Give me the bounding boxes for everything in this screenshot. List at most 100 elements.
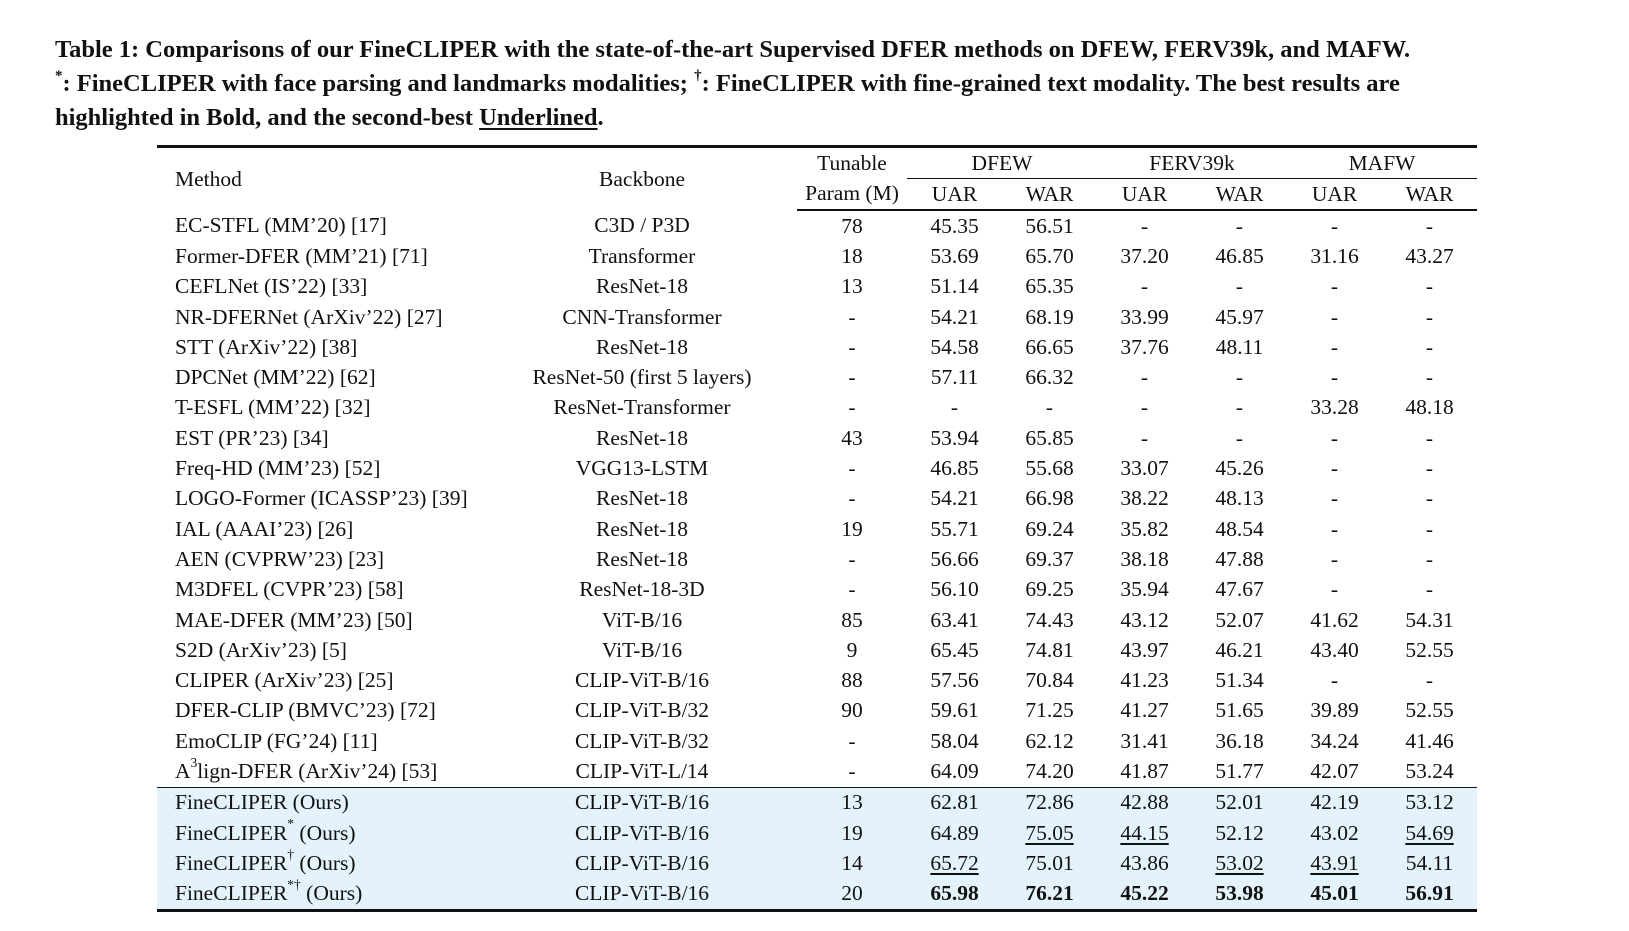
- backbone-cell: ViT-B/16: [601, 637, 683, 662]
- header-param: Param (M): [797, 178, 907, 211]
- table-row: CEFLNet (IS’22) [33] ResNet-18 13 51.14 65.3…: [157, 272, 1477, 302]
- value-cell: 43.86: [1097, 848, 1193, 879]
- caption-line-3b: .: [597, 104, 604, 131]
- header-ferv39k-war: WAR: [1192, 178, 1288, 211]
- value-cell: 54.21: [930, 304, 979, 329]
- value-cell: 57.11: [930, 365, 979, 390]
- value-cell: -: [1140, 274, 1149, 299]
- value-cell: 46.85: [930, 456, 979, 481]
- backbone-cell: ResNet-18: [596, 334, 688, 359]
- value-cell: -: [1330, 577, 1339, 602]
- value-cell: -: [1140, 425, 1149, 450]
- header-mafw-war: WAR: [1382, 178, 1478, 211]
- value-text: 75.01: [1025, 850, 1074, 875]
- value-cell: 42.19: [1287, 786, 1383, 818]
- backbone-cell: CLIP-ViT-L/14: [575, 758, 709, 783]
- method-name: FineCLIPER: [175, 790, 288, 815]
- table-row: EST (PR’23) [34] ResNet-18 43 53.94 65.85 - - -…: [157, 423, 1477, 453]
- param-cell: -: [848, 334, 856, 359]
- method-cell: EC-STFL (MM’20) [17]: [175, 213, 387, 238]
- param-cell: 43: [841, 425, 863, 450]
- value-cell: 69.25: [1025, 577, 1074, 602]
- value-cell: 43.91: [1287, 848, 1383, 879]
- comparison-table-container: Method Backbone Tunable DFEW FERV39k MAF…: [157, 145, 1478, 912]
- value-cell: -: [1235, 395, 1244, 420]
- method-cell: S2D (ArXiv’23) [5]: [175, 637, 347, 662]
- table-row: EmoCLIP (FG’24) [11] CLIP-ViT-B/32 - 58.04 6…: [157, 726, 1477, 756]
- value-cell: 38.22: [1120, 486, 1169, 511]
- value-cell: 35.82: [1120, 516, 1169, 541]
- backbone-cell: C3D / P3D: [594, 213, 690, 238]
- param-cell: 9: [846, 637, 858, 662]
- value-cell: -: [1425, 486, 1434, 511]
- value-cell: 39.89: [1310, 698, 1359, 723]
- value-cell: 46.21: [1215, 637, 1264, 662]
- value-cell: 45.97: [1215, 304, 1264, 329]
- backbone-cell: CLIP-ViT-B/32: [574, 728, 710, 753]
- value-cell: 35.94: [1120, 577, 1169, 602]
- method-mark: *: [287, 816, 295, 832]
- value-cell: -: [1045, 395, 1054, 420]
- value-cell: 57.56: [930, 668, 979, 693]
- value-text: 45.01: [1310, 881, 1359, 906]
- value-text: 56.91: [1405, 881, 1454, 906]
- value-text: 52.12: [1215, 820, 1264, 845]
- value-cell: 53.94: [930, 425, 979, 450]
- value-cell: -: [1235, 425, 1244, 450]
- value-text: 54.11: [1405, 850, 1454, 875]
- table-row: T-ESFL (MM’22) [32] ResNet-Transformer - - -…: [157, 393, 1477, 423]
- param-cell: 88: [841, 668, 863, 693]
- method-name-part: A: [175, 758, 191, 783]
- value-cell: 51.34: [1215, 668, 1264, 693]
- backbone-cell: CLIP-ViT-B/16: [487, 878, 797, 912]
- value-cell: -: [1330, 274, 1339, 299]
- value-cell: -: [1425, 304, 1434, 329]
- method-cell: IAL (AAAI’23) [26]: [175, 516, 354, 541]
- value-cell: -: [1330, 516, 1339, 541]
- value-text: 52.01: [1215, 790, 1264, 815]
- value-cell: 65.35: [1025, 274, 1074, 299]
- value-text: 62.81: [930, 790, 979, 815]
- param-cell: -: [848, 456, 856, 481]
- value-cell: 41.87: [1120, 758, 1169, 783]
- header-ferv39k-uar: UAR: [1097, 178, 1193, 211]
- value-cell: -: [1235, 365, 1244, 390]
- star-mark: *: [55, 67, 63, 84]
- backbone-cell: VGG13-LSTM: [575, 456, 709, 481]
- method-cell: DFER-CLIP (BMVC’23) [72]: [175, 698, 436, 723]
- method-cell: FineCLIPER* (Ours): [157, 816, 487, 849]
- table-body: EC-STFL (MM’20) [17] C3D / P3D 78 45.35 56.5…: [157, 210, 1478, 912]
- value-cell: 74.43: [1025, 607, 1074, 632]
- table-row: LOGO-Former (ICASSP’23) [39] ResNet-18 - 54…: [157, 484, 1477, 514]
- value-text: 54.69: [1405, 820, 1454, 845]
- value-cell: -: [1235, 213, 1244, 238]
- value-text: 64.89: [930, 820, 979, 845]
- value-cell: 33.28: [1310, 395, 1359, 420]
- param-cell: -: [848, 546, 856, 571]
- value-cell: -: [1425, 577, 1434, 602]
- backbone-cell: Transformer: [588, 243, 696, 268]
- method-cell: NR-DFERNet (ArXiv’22) [27]: [175, 304, 443, 329]
- value-cell: 74.81: [1025, 637, 1074, 662]
- value-cell: 71.25: [1025, 698, 1074, 723]
- header-group-mafw: MAFW: [1287, 145, 1478, 179]
- table-row: Former-DFER (MM’21) [71] Transformer 18 53.…: [157, 241, 1477, 271]
- value-cell: 65.72: [907, 848, 1002, 879]
- backbone-cell: ViT-B/16: [601, 607, 683, 632]
- value-cell: 65.45: [930, 637, 979, 662]
- param-cell: 85: [841, 607, 863, 632]
- value-cell: 53.12: [1382, 786, 1478, 818]
- header-group-dfew: DFEW: [907, 145, 1098, 179]
- value-cell: 74.20: [1025, 758, 1074, 783]
- method-name: FineCLIPER: [175, 820, 288, 845]
- value-cell: 51.14: [930, 274, 979, 299]
- value-cell: 66.32: [1025, 365, 1074, 390]
- param-cell: -: [848, 395, 856, 420]
- value-cell: 76.21: [1002, 878, 1098, 912]
- value-cell: -: [1330, 365, 1339, 390]
- value-cell: 56.91: [1382, 878, 1478, 912]
- table-row: Freq-HD (MM’23) [52] VGG13-LSTM - 46.85 55.6…: [157, 453, 1477, 483]
- value-cell: 41.23: [1120, 668, 1169, 693]
- header-backbone: Backbone: [487, 145, 797, 210]
- value-text: 53.12: [1405, 790, 1454, 815]
